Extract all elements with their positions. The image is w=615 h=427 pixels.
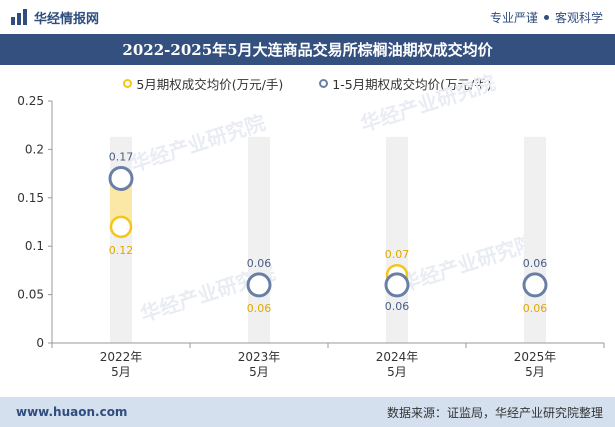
x-tick-label: 2025年 [514,350,557,364]
brand-name: 华经情报网 [34,11,100,27]
data-label-ytd: 0.06 [385,300,410,313]
watermark-text: 华经产业研究院 [358,70,499,136]
data-label-monthly: 0.12 [109,244,134,257]
x-tick-label: 2024年 [376,350,419,364]
legend-marker-ytd-icon [319,78,329,88]
tagline-right: 客观科学 [554,10,603,25]
data-label-monthly: 0.06 [523,302,548,315]
x-tick-label: 5月 [249,365,269,379]
legend-label-monthly: 5月期权成交均价(万元/手) [136,76,284,92]
brand-logo-icon [11,9,27,25]
x-tick-label: 5月 [525,365,545,379]
tagline: 专业严谨 客观科学 [490,9,603,26]
y-tick-label: 0.1 [25,239,44,253]
x-tick-label: 2022年 [100,350,143,364]
point-monthly [109,215,133,239]
legend: 5月期权成交均价(万元/手) 1-5月期权成交均价(万元/手) [0,70,615,96]
chart-title: 2022-2025年5月大连商品交易所棕榈油期权成交均价 [122,41,493,59]
data-label-ytd: 0.06 [523,257,548,270]
point-ytd [384,272,410,298]
y-tick-label: 0.15 [17,191,44,205]
data-label-monthly: 0.07 [385,248,410,261]
brand[interactable]: 华经情报网 [10,8,99,27]
data-label-monthly: 0.06 [247,302,272,315]
legend-item-ytd[interactable]: 1-5月期权成交均价(万元/手) [319,74,492,93]
watermark-text: 华经产业研究院 [398,230,539,296]
footer-website[interactable]: www.huaon.com [16,405,128,419]
footer-source: 数据来源：证监局，华经产业研究院整理 [386,405,603,420]
x-tick-label: 2023年 [238,350,281,364]
legend-item-monthly[interactable]: 5月期权成交均价(万元/手) [123,74,283,93]
data-label-ytd: 0.06 [247,257,272,270]
legend-label-ytd: 1-5月期权成交均价(万元/手) [332,76,492,92]
x-tick-label: 5月 [111,365,131,379]
watermark-text: 华经产业研究院 [128,110,269,176]
top-bar: 华经情报网 专业严谨 客观科学 [0,0,615,34]
point-ytd [108,165,134,191]
point-ytd [522,272,548,298]
difference-band [110,178,132,227]
data-label-ytd: 0.17 [109,150,134,163]
y-tick-label: 0.05 [17,288,44,302]
chart-title-bar: 2022-2025年5月大连商品交易所棕榈油期权成交均价 [0,34,615,65]
y-tick-label: 0.2 [25,142,44,156]
point-ytd [246,272,272,298]
x-tick-label: 5月 [387,365,407,379]
legend-marker-monthly-icon [123,78,133,88]
y-tick-label: 0.25 [17,94,44,108]
tagline-left: 专业严谨 [489,10,538,25]
chart-plot: 华经产业研究院 华经产业研究院华经产业研究院华经产业研究院00.050.10.15… [17,70,605,379]
footer: www.huaon.com 数据来源：证监局，华经产业研究院整理 [0,397,615,427]
y-tick-label: 0 [36,336,44,350]
separator-dot-icon [543,14,549,20]
